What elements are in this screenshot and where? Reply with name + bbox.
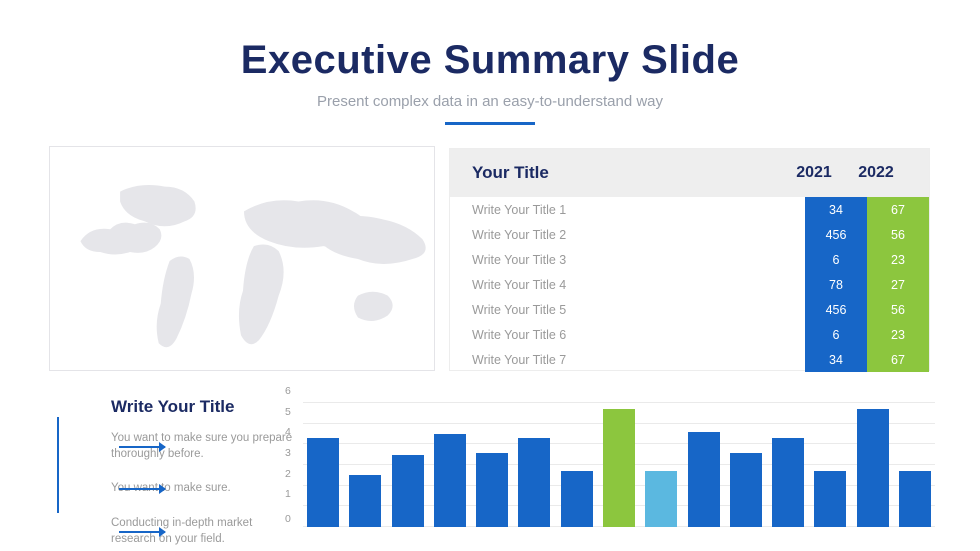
table-cell-2021: 78 bbox=[805, 272, 867, 297]
y-axis-tick-3: 3 bbox=[285, 447, 291, 459]
bar-2 bbox=[349, 475, 381, 527]
bar-15 bbox=[899, 471, 931, 527]
world-map-svg bbox=[50, 147, 434, 370]
y-axis-tick-5: 5 bbox=[285, 406, 291, 418]
table-row-label: Write Your Title 6 bbox=[450, 322, 805, 347]
table-cell-2022: 56 bbox=[867, 297, 929, 322]
info-line-item: You want to make sure. bbox=[111, 474, 299, 504]
table-cell-2021: 34 bbox=[805, 197, 867, 222]
table-row-label: Write Your Title 7 bbox=[450, 347, 805, 372]
info-line-item: You want to make sure you prepare thorou… bbox=[111, 431, 299, 462]
bar-7 bbox=[561, 471, 593, 527]
table-cell-2022: 67 bbox=[867, 197, 929, 222]
table-title: Your Title bbox=[472, 163, 783, 183]
bar-1 bbox=[307, 438, 339, 527]
table-col-2021-label: 2021 bbox=[783, 164, 845, 182]
table-cell-2021: 6 bbox=[805, 247, 867, 272]
y-axis-tick-4: 4 bbox=[285, 426, 291, 438]
table-row: Write Your Title 4 78 27 bbox=[450, 272, 929, 297]
y-axis-tick-1: 1 bbox=[285, 488, 291, 500]
info-line-item: Conducting in-depth market research on y… bbox=[111, 516, 299, 547]
table-row-label: Write Your Title 5 bbox=[450, 297, 805, 322]
table-cell-2022: 23 bbox=[867, 322, 929, 347]
chart-grid: 0 1 2 3 4 5 6 bbox=[303, 403, 935, 527]
info-panel: Write Your Title You want to make sure y… bbox=[49, 397, 299, 527]
table-row-label: Write Your Title 1 bbox=[450, 197, 805, 222]
table-row-label: Write Your Title 4 bbox=[450, 272, 805, 297]
table-cell-2022: 23 bbox=[867, 247, 929, 272]
bar-11 bbox=[730, 453, 762, 527]
bar-5 bbox=[476, 453, 508, 527]
bar-9-lightblue bbox=[645, 471, 677, 527]
table-row: Write Your Title 5 456 56 bbox=[450, 297, 929, 322]
table-cell-2021: 456 bbox=[805, 222, 867, 247]
table-row-label: Write Your Title 2 bbox=[450, 222, 805, 247]
header-section: Executive Summary Slide Present complex … bbox=[0, 38, 980, 125]
table-cell-2021: 34 bbox=[805, 347, 867, 372]
table-row: Write Your Title 7 34 67 bbox=[450, 347, 929, 372]
table-row-label: Write Your Title 3 bbox=[450, 247, 805, 272]
title-underline bbox=[445, 122, 535, 125]
y-axis-tick-0: 0 bbox=[285, 513, 291, 525]
bar-6 bbox=[518, 438, 550, 527]
page-subtitle: Present complex data in an easy-to-under… bbox=[0, 93, 980, 110]
bar-13 bbox=[814, 471, 846, 527]
table-row: Write Your Title 3 6 23 bbox=[450, 247, 929, 272]
bar-14 bbox=[857, 409, 889, 527]
bar-12 bbox=[772, 438, 804, 527]
table-cell-2022: 56 bbox=[867, 222, 929, 247]
bar-4 bbox=[434, 434, 466, 527]
table-body: Write Your Title 1 34 67 Write Your Titl… bbox=[450, 197, 929, 372]
y-axis-tick-2: 2 bbox=[285, 468, 291, 480]
table-row: Write Your Title 2 456 56 bbox=[450, 222, 929, 247]
arrow-icon-2 bbox=[119, 488, 165, 490]
arrow-icon-3 bbox=[119, 531, 165, 533]
y-axis-tick-6: 6 bbox=[285, 385, 291, 397]
data-table-panel: Your Title 2021 2022 Write Your Title 1 … bbox=[449, 148, 930, 371]
world-map-panel bbox=[49, 146, 435, 371]
bar-8-green bbox=[603, 409, 635, 527]
table-header-row: Your Title 2021 2022 bbox=[450, 149, 929, 197]
arrow-vertical-stem bbox=[57, 417, 59, 513]
table-row: Write Your Title 6 6 23 bbox=[450, 322, 929, 347]
bar-chart-panel: 0 1 2 3 4 5 6 bbox=[303, 403, 935, 527]
table-cell-2021: 6 bbox=[805, 322, 867, 347]
page-title: Executive Summary Slide bbox=[0, 38, 980, 83]
table-row: Write Your Title 1 34 67 bbox=[450, 197, 929, 222]
info-panel-title: Write Your Title bbox=[111, 397, 299, 417]
bars-container bbox=[303, 403, 935, 527]
table-cell-2022: 67 bbox=[867, 347, 929, 372]
table-cell-2022: 27 bbox=[867, 272, 929, 297]
slide-root: Executive Summary Slide Present complex … bbox=[0, 0, 980, 551]
table-col-2022-label: 2022 bbox=[845, 164, 907, 182]
table-cell-2021: 456 bbox=[805, 297, 867, 322]
bar-3 bbox=[392, 455, 424, 527]
arrow-icon-1 bbox=[119, 446, 165, 448]
bar-10 bbox=[688, 432, 720, 527]
